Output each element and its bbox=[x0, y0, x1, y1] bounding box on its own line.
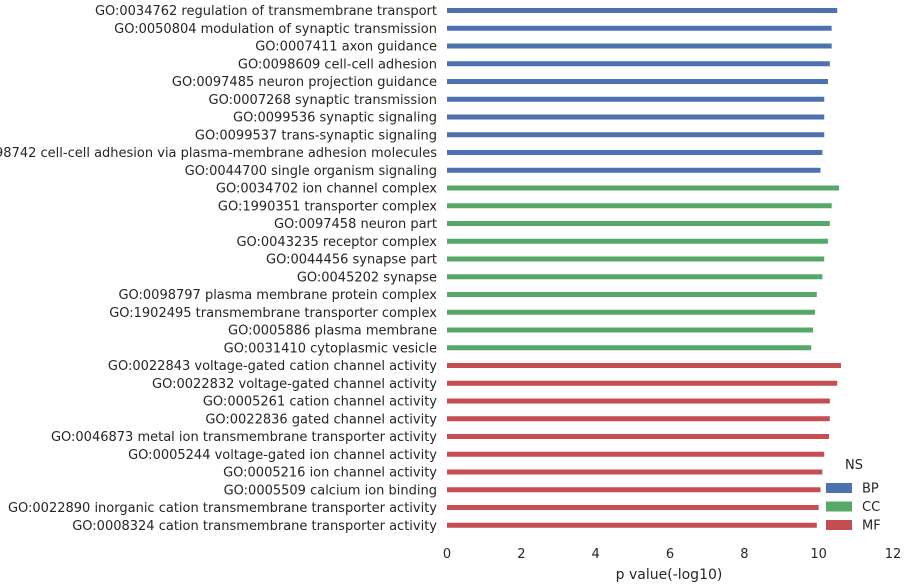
legend: NS BP CC MF bbox=[826, 458, 881, 534]
category-label-18: GO:1902495 transmembrane transporter com… bbox=[109, 306, 437, 321]
bar-4 bbox=[447, 61, 830, 67]
category-label-17: GO:0098797 plasma membrane protein compl… bbox=[118, 288, 437, 303]
legend-title: NS bbox=[845, 458, 863, 473]
legend-swatch-mf bbox=[826, 520, 852, 530]
category-label-9: GO:0098742 cell-cell adhesion via plasma… bbox=[0, 146, 437, 161]
category-label-10: GO:0044700 single organism signaling bbox=[185, 164, 437, 179]
bar-21 bbox=[447, 363, 841, 368]
bar-17 bbox=[447, 292, 817, 297]
legend-label-cc: CC bbox=[862, 500, 880, 515]
category-label-23: GO:0005261 cation channel activity bbox=[203, 395, 437, 410]
legend-swatch-cc bbox=[826, 501, 852, 512]
category-label-24: GO:0022836 gated channel activity bbox=[205, 412, 437, 427]
bar-13 bbox=[447, 221, 830, 226]
bar-1 bbox=[447, 8, 838, 13]
bar-24 bbox=[447, 416, 830, 422]
category-label-21: GO:0022843 voltage-gated cation channel … bbox=[108, 359, 437, 374]
x-tick-label-6: 6 bbox=[666, 547, 674, 562]
category-label-22: GO:0022832 voltage-gated channel activit… bbox=[152, 377, 437, 392]
bar-6 bbox=[447, 96, 825, 102]
bar-16 bbox=[447, 274, 823, 280]
bar-3 bbox=[447, 43, 832, 49]
category-label-27: GO:0005216 ion channel activity bbox=[223, 466, 437, 481]
bar-29 bbox=[447, 505, 819, 510]
category-label-5: GO:0097485 neuron projection guidance bbox=[172, 75, 437, 90]
bar-5 bbox=[447, 79, 828, 84]
bar-7 bbox=[447, 114, 825, 120]
bar-28 bbox=[447, 487, 821, 493]
x-axis-ticks: 0 2 4 6 8 10 12 bbox=[443, 547, 901, 562]
bar-12 bbox=[447, 203, 832, 209]
legend-label-mf: MF bbox=[862, 519, 881, 534]
bar-18 bbox=[447, 309, 815, 315]
category-labels: GO:0034762 regulation of transmembrane t… bbox=[0, 4, 437, 534]
category-label-12: GO:1990351 transporter complex bbox=[218, 199, 437, 214]
category-label-28: GO:0005509 calcium ion binding bbox=[224, 483, 437, 498]
category-label-30: GO:0008324 cation transmembrane transpor… bbox=[72, 519, 437, 534]
category-label-6: GO:0007268 synaptic transmission bbox=[209, 93, 437, 108]
x-tick-label-12: 12 bbox=[885, 547, 902, 562]
x-tick-label-10: 10 bbox=[810, 547, 827, 562]
category-label-8: GO:0099537 trans-synaptic signaling bbox=[195, 128, 437, 143]
x-tick-label-2: 2 bbox=[517, 547, 525, 562]
bar-27 bbox=[447, 469, 823, 475]
legend-swatch-bp bbox=[826, 483, 852, 493]
x-tick-label-4: 4 bbox=[592, 547, 600, 562]
category-label-4: GO:0098609 cell-cell adhesion bbox=[238, 57, 437, 72]
x-tick-label-8: 8 bbox=[740, 547, 748, 562]
category-label-14: GO:0043235 receptor complex bbox=[236, 235, 437, 250]
legend-label-bp: BP bbox=[862, 482, 879, 497]
category-label-2: GO:0050804 modulation of synaptic transm… bbox=[114, 22, 437, 37]
bar-20 bbox=[447, 345, 812, 351]
bar-11 bbox=[447, 185, 840, 191]
category-label-29: GO:0022890 inorganic cation transmembran… bbox=[8, 501, 437, 516]
bar-26 bbox=[447, 451, 825, 457]
bar-23 bbox=[447, 398, 830, 404]
category-label-13: GO:0097458 neuron part bbox=[274, 217, 437, 232]
category-label-1: GO:0034762 regulation of transmembrane t… bbox=[95, 4, 437, 19]
bar-2 bbox=[447, 25, 832, 31]
bar-10 bbox=[447, 167, 821, 173]
bar-8 bbox=[447, 132, 825, 138]
bar-19 bbox=[447, 327, 814, 333]
bar-15 bbox=[447, 256, 825, 262]
category-label-19: GO:0005886 plasma membrane bbox=[228, 324, 437, 339]
bar-30 bbox=[447, 522, 817, 528]
category-label-3: GO:0007411 axon guidance bbox=[255, 40, 437, 55]
category-label-11: GO:0034702 ion channel complex bbox=[216, 182, 437, 197]
category-label-7: GO:0099536 synaptic signaling bbox=[233, 111, 437, 126]
category-label-26: GO:0005244 voltage-gated ion channel act… bbox=[128, 448, 437, 463]
bar-25 bbox=[447, 434, 830, 439]
bar-22 bbox=[447, 380, 838, 386]
bars-group bbox=[447, 8, 841, 528]
category-label-25: GO:0046873 metal ion transmembrane trans… bbox=[51, 430, 437, 445]
category-label-16: GO:0045202 synapse bbox=[297, 270, 437, 285]
x-tick-label-0: 0 bbox=[443, 547, 451, 562]
bar-14 bbox=[447, 238, 828, 244]
category-label-15: GO:0044456 synapse part bbox=[266, 253, 437, 268]
x-axis-title: p value(-log10) bbox=[616, 567, 723, 583]
category-label-20: GO:0031410 cytoplasmic vesicle bbox=[224, 341, 437, 356]
bar-9 bbox=[447, 150, 823, 155]
